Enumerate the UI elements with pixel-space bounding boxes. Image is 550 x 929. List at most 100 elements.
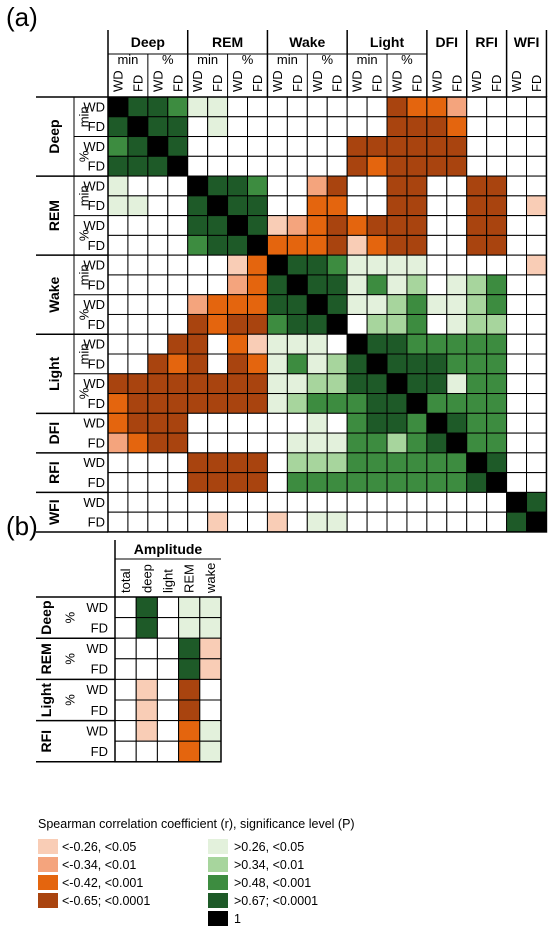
heatmap-cell	[147, 373, 169, 395]
heatmap-cell	[227, 452, 249, 474]
heatmap-cell	[178, 740, 201, 763]
heatmap-cell	[156, 740, 180, 763]
heatmap-cell	[147, 491, 169, 513]
heatmap-cell	[426, 274, 448, 296]
heatmap-cell	[127, 96, 149, 118]
heatmap-cell	[107, 116, 129, 138]
heatmap-cell	[386, 373, 408, 395]
row-condition-label: FD	[91, 620, 108, 635]
row-condition-label: WD	[83, 376, 105, 391]
column-condition-label: FD	[489, 75, 504, 92]
heatmap-cell	[178, 637, 201, 660]
row-group-label: Deep	[46, 119, 62, 153]
column-label: light	[161, 569, 176, 593]
heatmap-cell	[486, 313, 508, 335]
row-condition-label: WD	[83, 455, 105, 470]
heatmap-cell	[506, 353, 528, 375]
heatmap-cell	[466, 136, 488, 157]
heatmap-cell	[486, 452, 508, 474]
heatmap-cell	[167, 412, 189, 434]
row-condition-label: WD	[83, 258, 105, 273]
heatmap-cell	[199, 617, 222, 639]
heatmap-cell	[366, 155, 388, 177]
row-condition-label: FD	[88, 435, 105, 450]
heatmap-cell	[286, 353, 308, 375]
row-condition-label: FD	[88, 356, 105, 371]
heatmap-cell	[346, 472, 368, 493]
heatmap-cell	[178, 617, 201, 639]
heatmap-cell	[227, 353, 249, 375]
heatmap-cell	[227, 175, 249, 197]
heatmap-cell	[306, 274, 328, 296]
heatmap-cell	[446, 333, 468, 355]
heatmap-cell	[207, 452, 229, 474]
heatmap-cell	[426, 294, 448, 315]
heatmap-cell	[207, 313, 229, 335]
heatmap-cell	[306, 373, 328, 395]
heatmap-cell	[366, 116, 388, 138]
heatmap-cell	[346, 234, 368, 256]
heatmap-cell	[107, 294, 129, 315]
heatmap-cell	[199, 637, 222, 660]
heatmap-cell	[486, 96, 508, 118]
row-condition-label: WD	[83, 337, 105, 352]
heatmap-cell	[406, 452, 428, 474]
heatmap-cell	[114, 596, 137, 619]
heatmap-cell	[207, 373, 229, 395]
heatmap-cell	[306, 393, 328, 414]
heatmap-cell	[406, 511, 428, 533]
column-condition-label: WD	[390, 70, 405, 92]
heatmap-cell	[466, 215, 488, 236]
heatmap-cell	[207, 333, 229, 355]
heatmap-cell	[147, 313, 169, 335]
heatmap-cell	[486, 393, 508, 414]
column-sub-label: min	[117, 52, 138, 67]
heatmap-cell	[147, 294, 169, 315]
heatmap-cell	[346, 215, 368, 236]
heatmap-cell	[107, 195, 129, 217]
heatmap-cell	[207, 491, 229, 513]
heatmap-cell	[127, 432, 149, 454]
heatmap-cell	[346, 274, 368, 296]
heatmap-cell	[426, 452, 448, 474]
heatmap-cell	[426, 353, 448, 375]
heatmap-cell	[167, 155, 189, 177]
heatmap-cell	[147, 116, 169, 138]
column-sub-label: %	[321, 52, 333, 67]
heatmap-cell	[326, 234, 348, 256]
heatmap-cell	[346, 175, 368, 197]
heatmap-cell	[107, 234, 129, 256]
column-group-label: Amplitude	[134, 541, 203, 557]
column-condition-label: FD	[330, 75, 345, 92]
heatmap-cell	[167, 96, 189, 118]
heatmap-cell	[107, 511, 129, 533]
legend-title: Spearman correlation coefficient (r), si…	[38, 817, 355, 831]
heatmap-cell	[286, 373, 308, 395]
row-condition-label: WD	[83, 297, 105, 312]
heatmap-cell	[506, 155, 528, 177]
heatmap-cell	[346, 294, 368, 315]
heatmap-cell	[127, 511, 149, 533]
column-condition-label: WD	[310, 70, 325, 92]
heatmap-cell	[366, 96, 388, 118]
heatmap-cell	[486, 254, 508, 276]
column-group-label: DFI	[436, 34, 459, 50]
heatmap-cell	[506, 274, 528, 296]
heatmap-cell	[486, 274, 508, 296]
heatmap-cell	[187, 195, 209, 217]
heatmap-cell	[326, 511, 348, 533]
heatmap-cell	[406, 96, 428, 118]
heatmap-cell	[286, 96, 308, 118]
heatmap-cell	[227, 254, 249, 276]
row-sub-label: %	[63, 611, 78, 623]
heatmap-cell	[114, 658, 137, 680]
heatmap-cell	[386, 96, 408, 118]
column-group-label: Wake	[289, 34, 325, 50]
legend-label: >0.34, <0.01	[234, 858, 304, 872]
heatmap-cell	[247, 254, 268, 276]
column-condition-label: FD	[370, 75, 385, 92]
heatmap-cell	[167, 215, 189, 236]
heatmap-cell	[446, 175, 468, 197]
heatmap-cell	[147, 333, 169, 355]
heatmap-cell	[406, 472, 428, 493]
